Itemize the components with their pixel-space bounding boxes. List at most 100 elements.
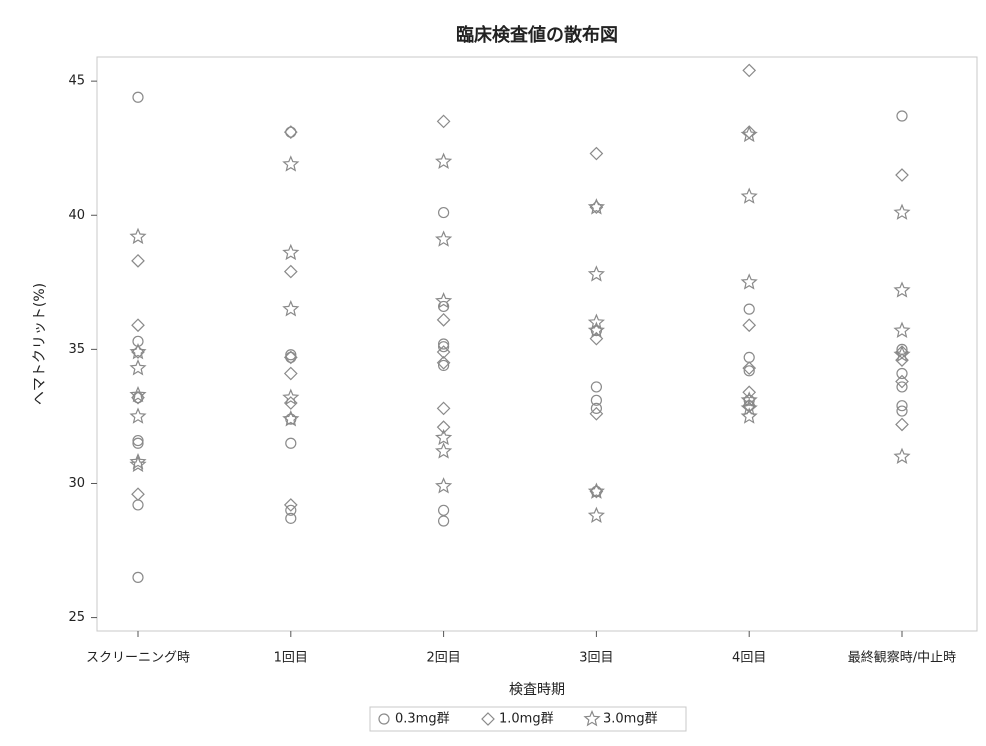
point — [129, 385, 147, 403]
point — [895, 374, 909, 389]
point — [436, 114, 451, 129]
point — [285, 504, 297, 516]
legend-marker — [481, 712, 495, 726]
point — [587, 482, 605, 499]
point — [132, 91, 144, 103]
point — [285, 351, 297, 364]
point — [282, 388, 300, 405]
point — [740, 407, 758, 424]
point — [893, 281, 911, 298]
point — [740, 399, 758, 416]
point — [283, 498, 298, 512]
y-tick-label: 35 — [68, 342, 85, 357]
y-tick-label: 45 — [68, 74, 85, 89]
point — [129, 452, 147, 470]
x-tick-label: 3回目 — [579, 651, 613, 666]
point — [893, 203, 911, 220]
point — [743, 303, 755, 315]
point — [436, 345, 451, 359]
point — [893, 345, 911, 363]
point — [895, 417, 909, 432]
point — [740, 187, 758, 204]
x-tick-label: 最終観察時/中止時 — [848, 650, 956, 666]
point — [742, 318, 757, 333]
point — [587, 313, 605, 330]
point — [743, 365, 755, 377]
point — [436, 401, 451, 416]
point — [283, 350, 298, 365]
point — [590, 381, 603, 393]
point — [283, 125, 298, 139]
point — [131, 487, 145, 502]
point — [132, 571, 144, 583]
legend-label: 1.0mg群 — [499, 712, 554, 727]
point — [896, 400, 908, 412]
point — [129, 342, 147, 360]
point — [587, 321, 606, 338]
x-tick-label: 4回目 — [732, 651, 766, 666]
point — [438, 206, 450, 219]
point — [895, 168, 909, 182]
chart-title: 臨床検査値の散布図 — [456, 24, 618, 46]
point — [893, 447, 911, 464]
point — [896, 367, 908, 380]
point — [436, 420, 451, 434]
point — [132, 434, 144, 447]
point — [896, 110, 908, 122]
point — [590, 394, 603, 406]
point — [589, 146, 604, 161]
legend-marker — [583, 709, 601, 727]
point — [740, 391, 758, 408]
plot-frame — [96, 56, 978, 632]
point — [436, 355, 451, 370]
x-tick-label: 1回目 — [274, 651, 308, 666]
point — [132, 392, 144, 404]
point — [282, 300, 300, 317]
point — [436, 313, 451, 327]
point — [438, 504, 450, 516]
point — [129, 455, 147, 473]
point — [282, 155, 300, 172]
point — [434, 230, 453, 247]
point — [438, 300, 450, 313]
point — [285, 349, 297, 361]
point — [742, 361, 757, 375]
point — [435, 428, 453, 446]
point — [129, 227, 147, 245]
point — [587, 198, 606, 215]
legend-marker — [378, 713, 390, 725]
point — [285, 512, 297, 524]
point — [438, 341, 450, 353]
legend-label: 3.0mg群 — [603, 712, 658, 727]
y-tick-label: 40 — [68, 208, 85, 223]
legend-label: 0.3mg群 — [395, 712, 450, 727]
point — [434, 442, 453, 459]
y-tick-label: 25 — [68, 610, 85, 625]
point — [434, 292, 453, 309]
point — [285, 126, 297, 138]
point — [740, 125, 758, 143]
point — [435, 477, 453, 494]
y-tick-label: 30 — [68, 476, 85, 491]
x-tick-label: スクリーニング時 — [86, 651, 190, 666]
point — [438, 359, 450, 372]
point — [283, 366, 298, 381]
point — [590, 402, 603, 414]
point — [742, 385, 757, 400]
point — [587, 265, 605, 282]
point — [131, 318, 145, 333]
x-tick-label: 2回目 — [426, 651, 460, 666]
point — [438, 338, 450, 350]
x-axis-title: 検査時期 — [509, 682, 565, 698]
point — [282, 243, 300, 261]
point — [131, 254, 145, 268]
point — [129, 407, 147, 424]
point — [742, 63, 757, 78]
point — [896, 405, 908, 417]
point — [740, 273, 758, 290]
point — [438, 515, 450, 527]
point — [132, 437, 144, 449]
point — [282, 410, 300, 427]
y-axis-title: ヘマトクリット(%) — [32, 283, 48, 405]
